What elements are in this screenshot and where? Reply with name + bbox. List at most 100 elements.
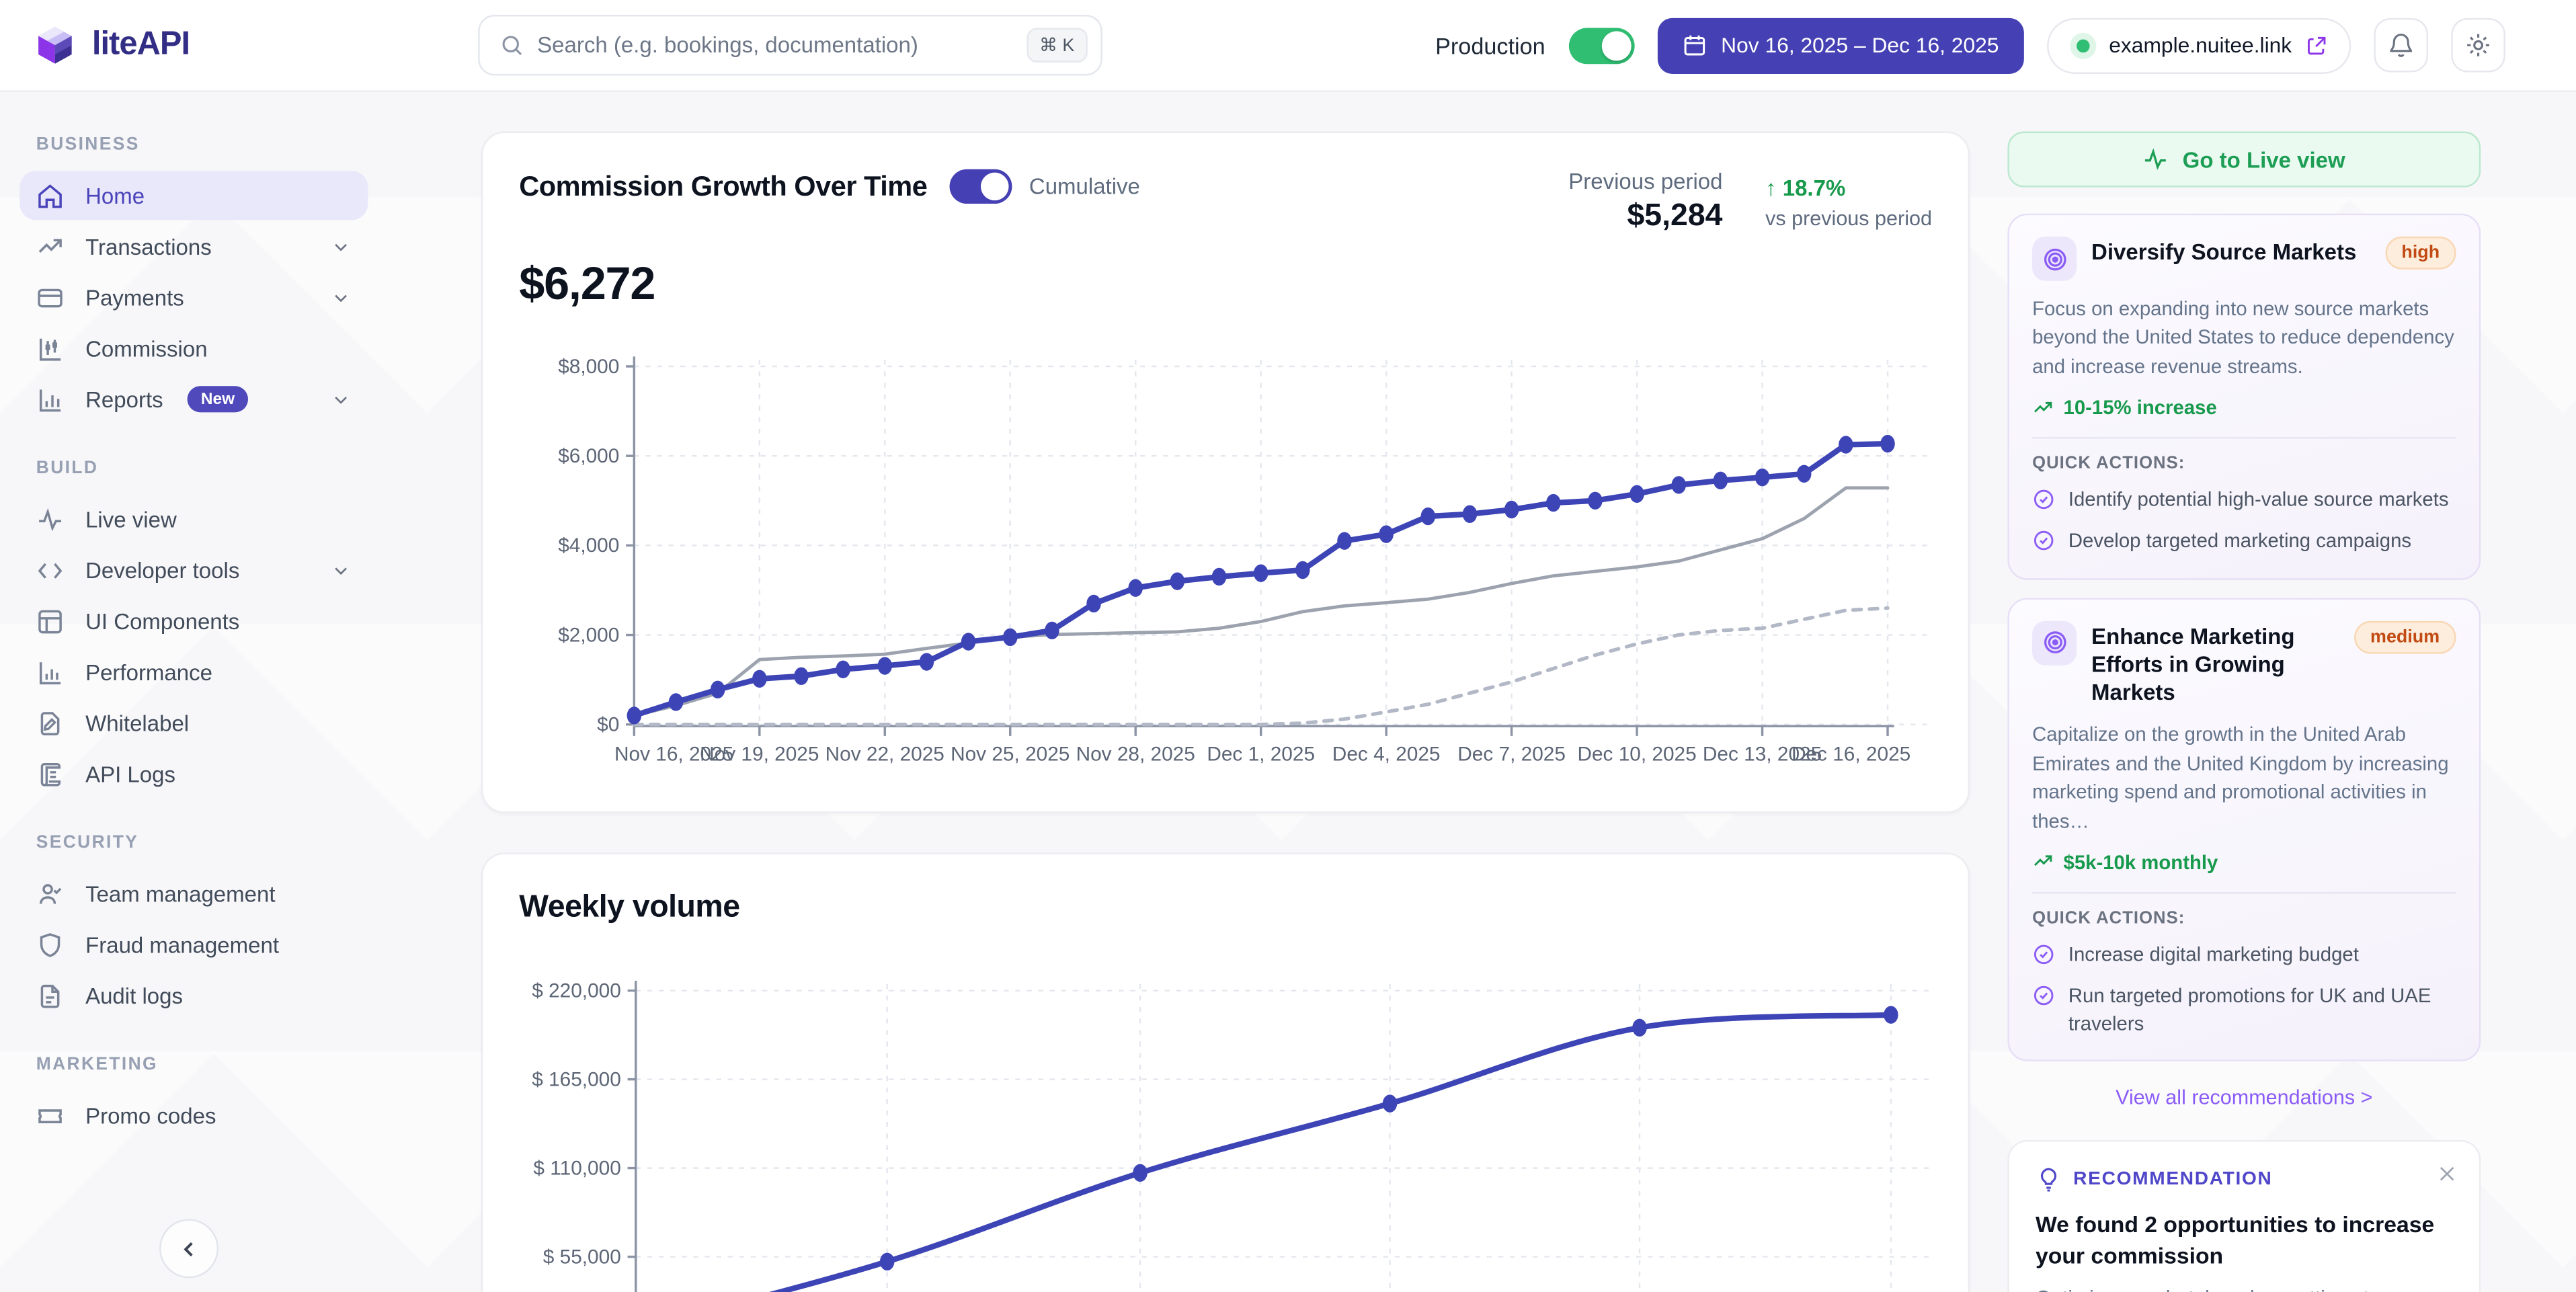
delta-caption: vs previous period: [1765, 206, 1933, 231]
sidebar-item-team-management[interactable]: Team management: [19, 869, 368, 918]
toggle-knob: [1601, 30, 1631, 60]
sidebar-item-transactions[interactable]: Transactions: [19, 222, 368, 271]
commission-line-chart[interactable]: $8,000 $6,000 $4,000 $2,000 $0 Nov 16, 2025 No…: [516, 347, 1938, 791]
trending-up-icon: [2032, 852, 2054, 873]
quick-action-item[interactable]: Increase digital marketing budget: [2032, 941, 2456, 969]
sidebar-item-developer-tools[interactable]: Developer tools: [19, 545, 368, 594]
recommendation-banner-title: We found 2 opportunities to increase you…: [2035, 1213, 2435, 1268]
go-to-live-view-button[interactable]: Go to Live view: [2007, 131, 2481, 188]
date-range-button[interactable]: Nov 16, 2025 – Dec 16, 2025: [1656, 17, 2024, 73]
sidebar-item-payments[interactable]: Payments: [19, 273, 368, 322]
recommendation-card-marketing[interactable]: Enhance Marketing Efforts in Growing Mar…: [2007, 597, 2481, 1062]
commission-icon: [36, 334, 65, 362]
status-dot: [2069, 32, 2096, 58]
live-view-icon: [36, 505, 65, 533]
environment-toggle[interactable]: [1568, 27, 1634, 64]
audit-logs-icon: [36, 981, 65, 1010]
sidebar-item-fraud-management[interactable]: Fraud management: [19, 920, 368, 969]
commission-total-value: $6,272: [519, 257, 655, 309]
svg-text:$4,000: $4,000: [558, 534, 619, 557]
recommendation-description: Capitalize on the growth in the United A…: [2032, 723, 2449, 832]
api-logs-icon: [36, 760, 65, 788]
svg-text:Dec 7, 2025: Dec 7, 2025: [1457, 743, 1566, 766]
target-icon: [2032, 236, 2077, 281]
sidebar-section-business: BUSINESS: [36, 134, 140, 155]
recommendation-banner: RECOMMENDATION We found 2 opportunities …: [2007, 1140, 2481, 1292]
recommendation-title: Enhance Marketing Efforts in Growing Mar…: [2091, 624, 2295, 704]
chevron-down-icon: [330, 559, 352, 581]
svg-text:Dec 10, 2025: Dec 10, 2025: [1577, 743, 1696, 766]
environment-label: Production: [1435, 32, 1545, 58]
svg-text:$0: $0: [597, 714, 619, 736]
sidebar-item-whitelabel[interactable]: Whitelabel: [19, 698, 368, 748]
settings-button[interactable]: [2451, 17, 2505, 73]
reports-icon: [36, 385, 65, 413]
weekly-volume-line-chart[interactable]: $ 220,000 $ 165,000 $ 110,000 $ 55,000: [516, 969, 1938, 1292]
sidebar-item-commission[interactable]: Commission: [19, 323, 368, 372]
weekly-volume-title: Weekly volume: [519, 890, 740, 925]
quick-action-item[interactable]: Identify potential high-value source mar…: [2032, 487, 2456, 514]
search-input[interactable]: Search (e.g. bookings, documentation) ⌘ …: [478, 14, 1102, 76]
promo-codes-icon: [36, 1102, 65, 1130]
sidebar-item-reports[interactable]: Reports New: [19, 374, 368, 423]
performance-icon: [36, 658, 65, 686]
cumulative-toggle-label: Cumulative: [1029, 174, 1140, 199]
ui-components-icon: [36, 607, 65, 635]
chevron-down-icon: [330, 236, 352, 257]
brand-logo[interactable]: liteAPI: [33, 23, 190, 67]
impact-estimate: $5k-10k monthly: [2063, 850, 2218, 875]
transactions-icon: [36, 233, 65, 261]
svg-text:Dec 1, 2025: Dec 1, 2025: [1207, 743, 1315, 766]
check-circle-icon: [2032, 527, 2055, 555]
quick-action-item[interactable]: Develop targeted marketing campaigns: [2032, 527, 2456, 555]
chevron-left-icon: [177, 1236, 202, 1261]
pulse-icon: [2143, 147, 2169, 173]
delta-percent: ↑ 18.7%: [1765, 175, 1846, 201]
recommendation-banner-label: RECOMMENDATION: [2073, 1170, 2273, 1190]
gear-icon: [2464, 31, 2493, 59]
right-panel: Go to Live view Diversify Source Markets…: [2007, 92, 2481, 1292]
svg-text:$ 110,000: $ 110,000: [533, 1157, 620, 1179]
notifications-button[interactable]: [2374, 17, 2429, 73]
check-circle-icon: [2032, 941, 2055, 969]
cumulative-toggle[interactable]: [950, 169, 1013, 204]
search-icon: [499, 33, 524, 58]
sidebar-item-promo-codes[interactable]: Promo codes: [19, 1091, 368, 1140]
new-badge: New: [188, 386, 248, 413]
sidebar-item-api-logs[interactable]: API Logs: [19, 749, 368, 798]
commission-chart-title: Commission Growth Over Time: [519, 169, 928, 202]
team-management-icon: [36, 880, 65, 908]
lightbulb-icon: [2036, 1167, 2062, 1193]
search-placeholder: Search (e.g. bookings, documentation): [537, 32, 918, 58]
home-icon: [36, 181, 65, 210]
brand-name: liteAPI: [91, 26, 190, 63]
main-content: Commission Growth Over Time Cumulative P…: [481, 92, 1970, 1292]
sidebar-item-ui-components[interactable]: UI Components: [19, 596, 368, 645]
close-icon[interactable]: [2436, 1164, 2458, 1185]
recommendation-card-diversify[interactable]: Diversify Source Markets high Focus on e…: [2007, 213, 2481, 580]
impact-estimate: 10-15% increase: [2063, 396, 2217, 419]
sidebar: BUSINESS Home Transactions Payments Comm…: [0, 92, 381, 1292]
domain-link[interactable]: example.nuitee.link: [2046, 17, 2351, 73]
check-circle-icon: [2032, 487, 2055, 514]
quick-action-item[interactable]: Run targeted promotions for UK and UAE t…: [2032, 982, 2456, 1037]
payments-icon: [36, 284, 65, 312]
liteapi-cube-icon: [33, 23, 77, 67]
commission-growth-card: Commission Growth Over Time Cumulative P…: [481, 131, 1970, 813]
sidebar-item-home[interactable]: Home: [19, 171, 368, 220]
calendar-icon: [1682, 33, 1707, 58]
search-shortcut-badge: ⌘ K: [1026, 28, 1088, 63]
priority-badge-high: high: [2384, 236, 2456, 270]
trending-up-icon: [2032, 397, 2054, 419]
view-all-recommendations-link[interactable]: View all recommendations >: [2116, 1086, 2373, 1110]
previous-period-value: $5,284: [1627, 198, 1723, 234]
chevron-down-icon: [330, 286, 352, 308]
sidebar-item-audit-logs[interactable]: Audit logs: [19, 971, 368, 1020]
sidebar-item-performance[interactable]: Performance: [19, 647, 368, 696]
whitelabel-icon: [36, 709, 65, 737]
top-bar: liteAPI Search (e.g. bookings, documenta…: [0, 0, 2576, 92]
sidebar-collapse-button[interactable]: [159, 1219, 219, 1279]
chevron-down-icon: [330, 389, 352, 410]
sidebar-item-live-view[interactable]: Live view: [19, 495, 368, 544]
